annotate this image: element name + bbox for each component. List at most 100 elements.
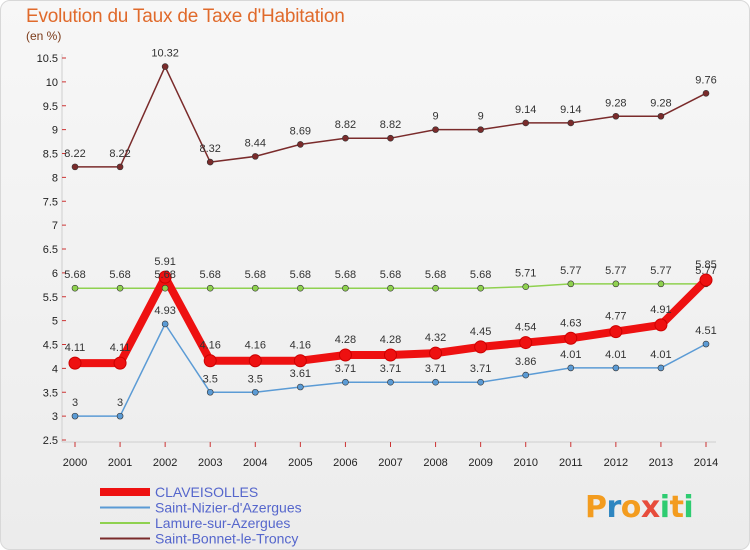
- data-point: [612, 280, 620, 288]
- x-tick-label: 2002: [153, 457, 177, 469]
- data-point: [612, 364, 620, 372]
- data-point: [567, 364, 575, 372]
- data-label: 3.71: [425, 363, 446, 375]
- chart-title: Evolution du Taux de Taxe d'Habitation: [26, 6, 345, 27]
- data-point: [161, 284, 169, 292]
- data-label: 3.71: [380, 363, 401, 375]
- x-tick-label: 2000: [63, 457, 87, 469]
- data-label: 5.68: [245, 269, 266, 281]
- logo-letter: t: [669, 490, 684, 525]
- x-tick-label: 2014: [694, 457, 718, 469]
- logo-letter: P: [585, 490, 607, 525]
- data-point: [251, 153, 259, 160]
- data-point: [251, 284, 259, 292]
- data-point: [564, 331, 578, 345]
- data-point: [432, 284, 439, 292]
- series-line: [75, 65, 707, 168]
- data-label: 3.5: [203, 373, 218, 385]
- logo-letter: o: [620, 490, 642, 525]
- data-label: 5.77: [560, 265, 581, 277]
- data-point: [116, 412, 124, 420]
- x-tick-label: 2009: [468, 457, 492, 469]
- data-label: 3.71: [470, 363, 491, 375]
- data-label: 5.77: [695, 265, 716, 277]
- data-label: 4.91: [650, 304, 671, 316]
- data-point: [293, 354, 307, 368]
- data-point: [567, 119, 575, 127]
- x-tick-label: 2008: [423, 457, 447, 469]
- x-tick-label: 2003: [198, 457, 222, 469]
- y-tick-label: 4.5: [43, 340, 58, 352]
- data-point: [477, 378, 484, 386]
- data-label: 10.32: [151, 48, 179, 60]
- x-tick-label: 2004: [243, 457, 267, 469]
- unit-label: (en %): [26, 29, 62, 43]
- data-label: 3: [117, 397, 123, 409]
- data-label: 4.01: [605, 349, 626, 361]
- data-point: [71, 163, 79, 171]
- data-point: [251, 388, 259, 396]
- data-point: [477, 126, 484, 133]
- data-label: 5.68: [200, 269, 221, 281]
- data-point: [297, 383, 304, 391]
- y-tick-label: 3.5: [43, 387, 58, 399]
- data-label: 9: [433, 111, 439, 123]
- data-label: 5.71: [515, 268, 536, 280]
- y-tick-label: 9: [52, 125, 58, 137]
- axes: 2.5 3 3.5 4 4.5 5 5.5 6 6.5 7 7.5 8 8.5 9 9.5 10 10.5 200…: [37, 53, 719, 469]
- data-point: [387, 378, 394, 386]
- data-label: 4.63: [560, 317, 581, 329]
- y-tick-label: 3: [52, 411, 58, 423]
- x-tick-label: 2012: [604, 457, 628, 469]
- y-tick-label: 9.5: [43, 101, 58, 113]
- data-label: 9.28: [605, 97, 626, 109]
- x-tick-label: 2006: [333, 457, 357, 469]
- data-label: 5.68: [290, 269, 311, 281]
- data-point: [384, 348, 397, 362]
- x-tick-label: 2005: [288, 457, 312, 469]
- y-tick-label: 10: [46, 77, 58, 89]
- data-label: 3.61: [290, 368, 311, 380]
- legend: CLAVEISOLLESSaint-Nizier-d'AzerguesLamur…: [100, 484, 302, 547]
- data-label: 4.11: [65, 342, 86, 354]
- data-label: 4.16: [290, 340, 311, 352]
- data-label: 4.54: [515, 322, 536, 334]
- data-point: [338, 348, 352, 362]
- data-point: [474, 340, 488, 354]
- data-label: 8.82: [380, 119, 401, 131]
- data-point: [519, 336, 533, 350]
- data-label: 5.68: [470, 269, 491, 281]
- data-label: 5.85: [695, 259, 716, 271]
- y-tick-label: 5: [52, 316, 58, 328]
- data-label: 4.28: [335, 334, 356, 346]
- data-labels: 4.11 4.11 5.91 4.16 4.16 4.16 4.28 4.28 4.32 4.45…: [64, 48, 716, 410]
- data-point: [71, 412, 79, 420]
- data-point: [654, 318, 668, 332]
- data-point: [567, 280, 575, 288]
- data-label: 3: [72, 397, 78, 409]
- y-tick-label: 6: [52, 268, 58, 280]
- data-label: 5.77: [605, 265, 626, 277]
- legend-label: Lamure-sur-Azergues: [155, 515, 290, 531]
- data-point: [387, 284, 394, 292]
- data-label: 3.86: [515, 356, 536, 368]
- data-point: [657, 112, 665, 120]
- y-tick-label: 7: [52, 220, 58, 232]
- data-point: [206, 158, 214, 166]
- data-label: 8.82: [335, 119, 356, 131]
- data-label: 8.22: [109, 148, 130, 160]
- data-point: [71, 284, 79, 292]
- data-point: [387, 134, 394, 142]
- x-tick-label: 2010: [513, 457, 537, 469]
- legend-label: Saint-Nizier-d'Azergues: [155, 500, 302, 516]
- data-label: 4.11: [110, 342, 131, 354]
- data-label: 5.68: [64, 269, 85, 281]
- data-label: 4.51: [695, 325, 716, 337]
- data-label: 4.77: [605, 311, 626, 323]
- y-tick-label: 6.5: [43, 244, 58, 256]
- legend-label: CLAVEISOLLES: [155, 484, 258, 500]
- data-point: [609, 325, 623, 339]
- data-point: [522, 283, 530, 291]
- x-tick-label: 2013: [649, 457, 673, 469]
